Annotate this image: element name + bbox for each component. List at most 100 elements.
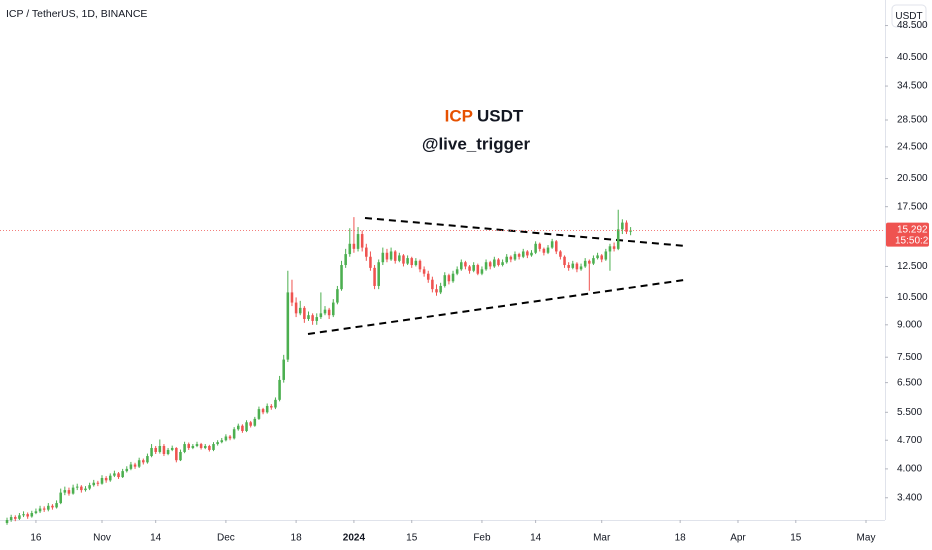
candle-body xyxy=(559,251,562,257)
candle-body xyxy=(117,473,120,478)
candle-body xyxy=(121,471,124,478)
candle-body xyxy=(381,252,385,263)
candle-body xyxy=(377,262,380,286)
candle-body xyxy=(274,399,277,408)
candle-body xyxy=(546,247,550,253)
candle-body xyxy=(352,243,356,249)
candle-body xyxy=(315,317,319,321)
candle-body xyxy=(261,409,265,413)
candle-body xyxy=(348,243,352,255)
x-tick-label: Dec xyxy=(217,533,235,544)
x-tick-label: 16 xyxy=(30,533,42,544)
candle-body xyxy=(414,260,418,266)
currency-button[interactable] xyxy=(891,4,927,28)
candle-body xyxy=(600,255,603,260)
candle-body xyxy=(183,444,186,452)
candle-body xyxy=(195,444,199,446)
candle-body xyxy=(439,285,442,293)
candle-body xyxy=(34,511,38,514)
candle-body xyxy=(170,447,174,450)
candle-body xyxy=(307,315,310,319)
candle-body xyxy=(488,262,492,267)
candles xyxy=(5,209,632,525)
candle-body xyxy=(142,460,145,463)
candle-body xyxy=(480,269,484,274)
candle-body xyxy=(5,520,9,523)
candle-body xyxy=(278,379,281,400)
candle-body xyxy=(199,444,203,448)
candle-body xyxy=(191,445,195,448)
y-tick-label: 20.500 xyxy=(897,173,928,184)
candle-body xyxy=(393,251,397,261)
candle-body xyxy=(431,279,434,290)
candle-body xyxy=(455,269,459,274)
candle-body xyxy=(451,273,455,282)
candle-body xyxy=(294,302,298,314)
candle-body xyxy=(158,445,162,452)
candle-body xyxy=(108,475,112,481)
candle-body xyxy=(497,259,500,266)
candle-body xyxy=(625,222,628,232)
candle-body xyxy=(476,265,480,274)
candle-body xyxy=(282,359,285,380)
candle-body xyxy=(517,254,521,257)
x-tick-label: 2024 xyxy=(343,533,366,544)
candle-body xyxy=(92,482,96,486)
y-tick-label: 40.500 xyxy=(897,52,928,63)
x-tick-label: 18 xyxy=(291,533,303,544)
candle-body xyxy=(608,246,612,252)
x-tick-label: Feb xyxy=(473,533,491,544)
candle-body xyxy=(447,275,451,282)
candle-body xyxy=(526,251,529,256)
candle-body xyxy=(137,460,141,467)
candle-body xyxy=(9,517,13,520)
candle-body xyxy=(96,482,100,484)
candle-body xyxy=(129,464,133,469)
candle-body xyxy=(563,256,566,266)
candle-body xyxy=(604,251,608,260)
candle-body xyxy=(257,409,261,419)
x-tick-label: 15 xyxy=(790,533,802,544)
candle-body xyxy=(286,292,290,360)
candle-body xyxy=(331,302,335,316)
candle-body xyxy=(30,513,34,517)
candle-body xyxy=(505,256,508,263)
currency-button-label[interactable]: USDT xyxy=(895,11,922,22)
x-tick-label: 15 xyxy=(406,533,418,544)
candle-body xyxy=(426,273,430,280)
candle-body xyxy=(410,258,414,266)
candle-body xyxy=(521,251,525,257)
candle-body xyxy=(406,258,409,264)
candle-body xyxy=(583,260,587,267)
y-tick-label: 17.500 xyxy=(897,201,928,212)
candle-body xyxy=(588,260,591,264)
candle-body xyxy=(311,315,314,321)
candle-body xyxy=(270,405,273,408)
candle-body xyxy=(336,289,339,303)
candle-body xyxy=(468,266,471,271)
candle-body xyxy=(249,422,252,426)
candle-body xyxy=(38,508,42,512)
candle-body xyxy=(59,492,62,504)
candle-body xyxy=(51,505,54,508)
candle-body xyxy=(629,230,632,232)
y-tick-label: 4.000 xyxy=(897,464,922,475)
candle-body xyxy=(166,449,170,454)
candle-body xyxy=(187,444,191,448)
candle-body xyxy=(265,405,269,413)
candle-body xyxy=(241,425,244,432)
candle-body xyxy=(493,259,496,267)
candle-body xyxy=(356,234,360,249)
candle-body xyxy=(472,265,475,271)
candle-body xyxy=(373,267,376,286)
candle-body xyxy=(22,514,25,516)
candle-body xyxy=(146,456,149,463)
candle-body xyxy=(216,442,219,445)
y-tick-label: 6.500 xyxy=(897,377,922,388)
candle-body xyxy=(327,309,331,316)
x-tick-label: May xyxy=(857,533,876,544)
x-tick-label: Mar xyxy=(593,533,611,544)
y-tick-label: 34.500 xyxy=(897,81,928,92)
candle-body xyxy=(26,514,29,517)
candle-body xyxy=(84,488,87,491)
